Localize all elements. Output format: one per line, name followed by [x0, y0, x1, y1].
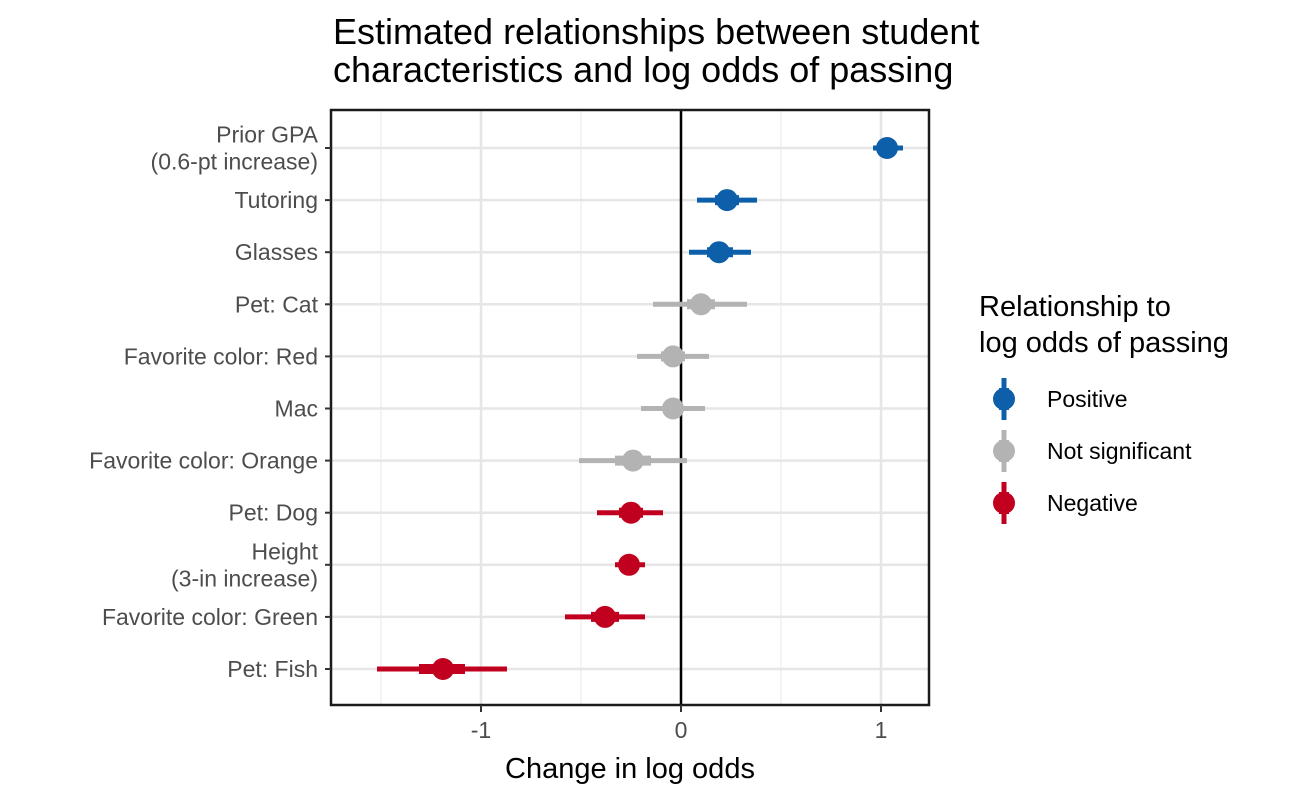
y-axis: Prior GPA (0.6-pt increase) Tutoring Glasse… — [89, 122, 331, 682]
y-tick-label-line: Mac — [275, 396, 318, 422]
estimate-row — [641, 397, 705, 420]
point-estimate — [662, 345, 684, 368]
y-tick-label: Pet: Dog — [229, 500, 319, 526]
y-tick-label-line: Favorite color: Red — [124, 343, 318, 369]
point-estimate — [622, 449, 644, 472]
estimate-row — [873, 137, 903, 159]
legend-title-line: Relationship to — [979, 291, 1171, 323]
legend-label: Not significant — [1047, 438, 1192, 464]
point-estimate — [620, 501, 642, 524]
x-tick-label: -1 — [471, 717, 491, 743]
estimate-row — [653, 293, 747, 316]
x-tick-label: 0 — [675, 717, 688, 743]
y-tick-label-line: Height — [252, 538, 319, 564]
estimate-row — [377, 658, 507, 680]
legend-entry: Negative — [993, 482, 1138, 524]
y-tick-label: Pet: Fish — [227, 656, 318, 682]
estimate-row — [579, 449, 687, 472]
legend-label: Positive — [1047, 386, 1128, 412]
point-estimate — [662, 397, 684, 420]
y-tick-label: Glasses — [235, 239, 318, 265]
y-tick-label-line: Prior GPA — [216, 122, 318, 148]
estimates — [377, 137, 903, 680]
title-line: Estimated relationships between student — [333, 11, 979, 52]
estimate-row — [565, 605, 645, 628]
legend: Relationship to log odds of passing Positi… — [979, 291, 1229, 524]
y-tick-label-line: (0.6-pt increase) — [151, 149, 318, 175]
title-line: characteristics and log odds of passing — [333, 49, 953, 90]
y-tick-label-line: Pet: Fish — [227, 656, 318, 682]
point-estimate — [432, 658, 454, 680]
estimate-row — [697, 189, 757, 212]
y-tick-label-line: Glasses — [235, 239, 318, 265]
point-estimate — [618, 553, 640, 576]
legend-key-point — [993, 440, 1015, 462]
legend-label: Negative — [1047, 490, 1138, 516]
point-estimate — [876, 137, 898, 159]
chart-title: Estimated relationships between studentc… — [333, 11, 979, 90]
estimate-row — [637, 345, 709, 368]
y-tick-label-line: Favorite color: Green — [102, 604, 318, 630]
point-estimate — [690, 293, 712, 316]
x-tick-label: 1 — [875, 717, 888, 743]
x-axis: -1 0 1 Change in log odds — [471, 705, 888, 785]
y-tick-label: Favorite color: Orange — [89, 448, 318, 474]
legend-title-line: log odds of passing — [979, 327, 1229, 359]
estimate-row — [615, 553, 645, 576]
y-tick-label: Favorite color: Red — [124, 343, 318, 369]
y-tick-label-line: Tutoring — [234, 187, 318, 213]
legend-key-point — [993, 492, 1015, 514]
legend-entry: Positive — [993, 378, 1128, 420]
y-tick-label: Height (3-in increase) — [171, 538, 319, 591]
y-tick-label-line: Favorite color: Orange — [89, 448, 318, 474]
point-estimate — [594, 605, 616, 628]
y-tick-label: Mac — [275, 396, 318, 422]
legend-title: Relationship to log odds of passing — [979, 291, 1229, 359]
y-tick-label: Tutoring — [234, 187, 318, 213]
point-estimate — [708, 241, 730, 264]
point-estimate — [716, 189, 738, 212]
y-tick-label-line: Pet: Dog — [229, 500, 319, 526]
estimate-row — [689, 241, 751, 264]
legend-key-point — [993, 388, 1015, 410]
legend-entry: Not significant — [993, 430, 1192, 472]
y-tick-label: Favorite color: Green — [102, 604, 318, 630]
y-tick-label: Prior GPA (0.6-pt increase) — [151, 122, 319, 175]
estimate-row — [597, 501, 663, 524]
grid — [331, 110, 929, 705]
x-axis-title: Change in log odds — [505, 753, 755, 785]
y-tick-label-line: (3-in increase) — [171, 565, 318, 591]
y-tick-label-line: Pet: Cat — [235, 291, 319, 317]
y-tick-label: Pet: Cat — [235, 291, 319, 317]
